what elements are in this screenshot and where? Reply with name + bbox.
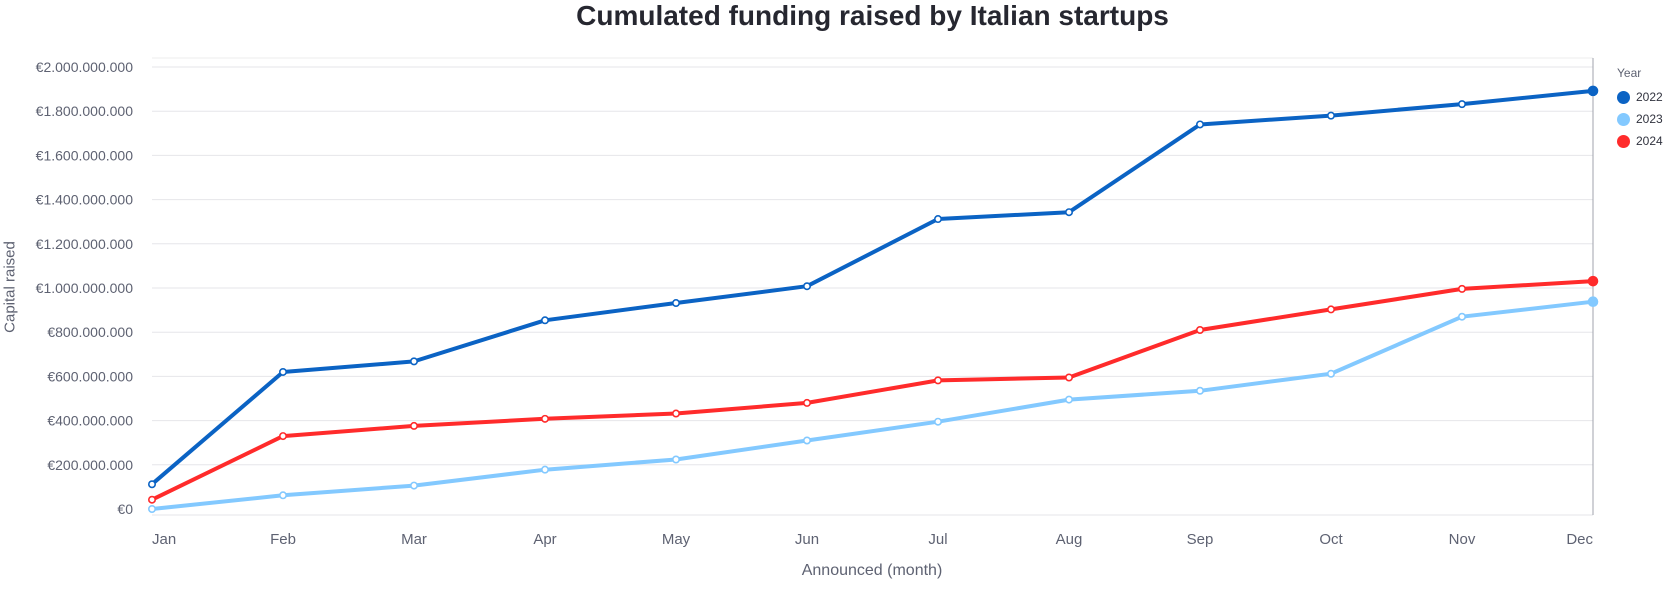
data-point-2023[interactable]: [933, 417, 942, 426]
data-point-2024[interactable]: [1327, 305, 1336, 314]
data-point-2023[interactable]: [1458, 312, 1467, 321]
y-tick-label: €800.000.000: [47, 324, 133, 340]
data-point-2022[interactable]: [933, 215, 942, 224]
x-tick-label: Aug: [1056, 531, 1083, 548]
data-point-2024[interactable]: [1196, 325, 1205, 334]
series-line-2024: [150, 279, 1595, 502]
data-point-2024[interactable]: [278, 432, 287, 441]
data-point-2023[interactable]: [1327, 369, 1336, 378]
data-point-2023[interactable]: [409, 481, 418, 490]
x-tick-label: Jun: [795, 531, 819, 548]
x-tick-label: Apr: [533, 531, 556, 548]
data-point-2024[interactable]: [540, 414, 549, 423]
legend-item-2024[interactable]: 2024: [1617, 130, 1663, 152]
y-tick-label: €1.600.000.000: [36, 147, 134, 163]
legend-swatch: [1617, 112, 1630, 126]
data-point-2023[interactable]: [1065, 395, 1074, 404]
y-tick-label: €200.000.000: [47, 457, 133, 473]
x-tick-label: Feb: [270, 531, 296, 548]
data-point-2024[interactable]: [1587, 275, 1599, 287]
data-point-2024[interactable]: [148, 495, 157, 504]
y-tick-label: €1.800.000.000: [36, 103, 134, 119]
legend-swatch: [1617, 90, 1630, 104]
data-point-2024[interactable]: [1458, 284, 1467, 293]
data-point-2023[interactable]: [1196, 386, 1205, 395]
y-tick-label: €0: [117, 501, 133, 517]
data-point-2022[interactable]: [278, 367, 287, 376]
data-point-2023[interactable]: [802, 436, 811, 445]
data-point-2023[interactable]: [540, 465, 549, 474]
data-point-2022[interactable]: [1458, 100, 1467, 109]
x-tick-label: Mar: [401, 531, 427, 548]
y-tick-label: €1.000.000.000: [36, 280, 134, 296]
data-point-2022[interactable]: [1327, 111, 1336, 120]
data-point-2024[interactable]: [1065, 373, 1074, 382]
chart-title: Cumulated funding raised by Italian star…: [576, 0, 1169, 31]
x-tick-label: Sep: [1187, 531, 1214, 548]
x-tick-labels: Jan Feb Mar Apr May Jun Jul Aug Sep Oct Nov Dec: [152, 531, 1593, 548]
y-tick-label: €600.000.000: [47, 368, 133, 384]
legend-label: 2024: [1636, 134, 1663, 148]
series-lines: [150, 88, 1595, 511]
data-point-2022[interactable]: [148, 480, 157, 489]
legend-swatch: [1617, 134, 1630, 148]
legend-title: Year: [1617, 66, 1642, 80]
y-tick-label: €400.000.000: [47, 413, 133, 429]
data-point-2024[interactable]: [933, 376, 942, 385]
data-point-2022[interactable]: [802, 282, 811, 291]
y-tick-label: €1.400.000.000: [36, 192, 134, 208]
legend-item-2023[interactable]: 2023: [1617, 108, 1663, 130]
legend-item-2022[interactable]: 2022: [1617, 86, 1663, 108]
data-point-2023[interactable]: [148, 504, 157, 513]
legend-label: 2022: [1636, 90, 1663, 104]
x-tick-label: Nov: [1449, 531, 1476, 548]
series-line-2023: [150, 299, 1595, 511]
x-tick-label: Dec: [1566, 531, 1593, 548]
y-tick-labels: €0 €200.000.000 €400.000.000 €600.000.000 €8…: [36, 59, 134, 517]
data-point-2024[interactable]: [802, 398, 811, 407]
data-points: [148, 85, 1599, 513]
data-point-2023[interactable]: [278, 491, 287, 500]
x-tick-label: Jan: [152, 531, 176, 548]
data-point-2022[interactable]: [1587, 85, 1599, 97]
x-tick-label: Jul: [928, 531, 947, 548]
data-point-2022[interactable]: [409, 357, 418, 366]
data-point-2022[interactable]: [1065, 208, 1074, 217]
data-point-2023[interactable]: [671, 455, 680, 464]
legend-label: 2023: [1636, 112, 1663, 126]
data-point-2024[interactable]: [671, 409, 680, 418]
x-tick-label: May: [662, 531, 691, 548]
y-tick-label: €2.000.000.000: [36, 59, 134, 75]
gridlines: [152, 57, 1594, 516]
y-tick-label: €1.200.000.000: [36, 236, 134, 252]
legend: Year 2022 2023 2024: [1617, 66, 1663, 152]
x-axis-title: Announced (month): [801, 562, 943, 579]
data-point-2022[interactable]: [1196, 120, 1205, 129]
x-tick-label: Oct: [1319, 531, 1343, 548]
series-line-2022: [150, 88, 1595, 487]
data-point-2022[interactable]: [540, 316, 549, 325]
data-point-2023[interactable]: [1587, 296, 1599, 308]
data-point-2024[interactable]: [409, 421, 418, 430]
data-point-2022[interactable]: [671, 299, 680, 308]
